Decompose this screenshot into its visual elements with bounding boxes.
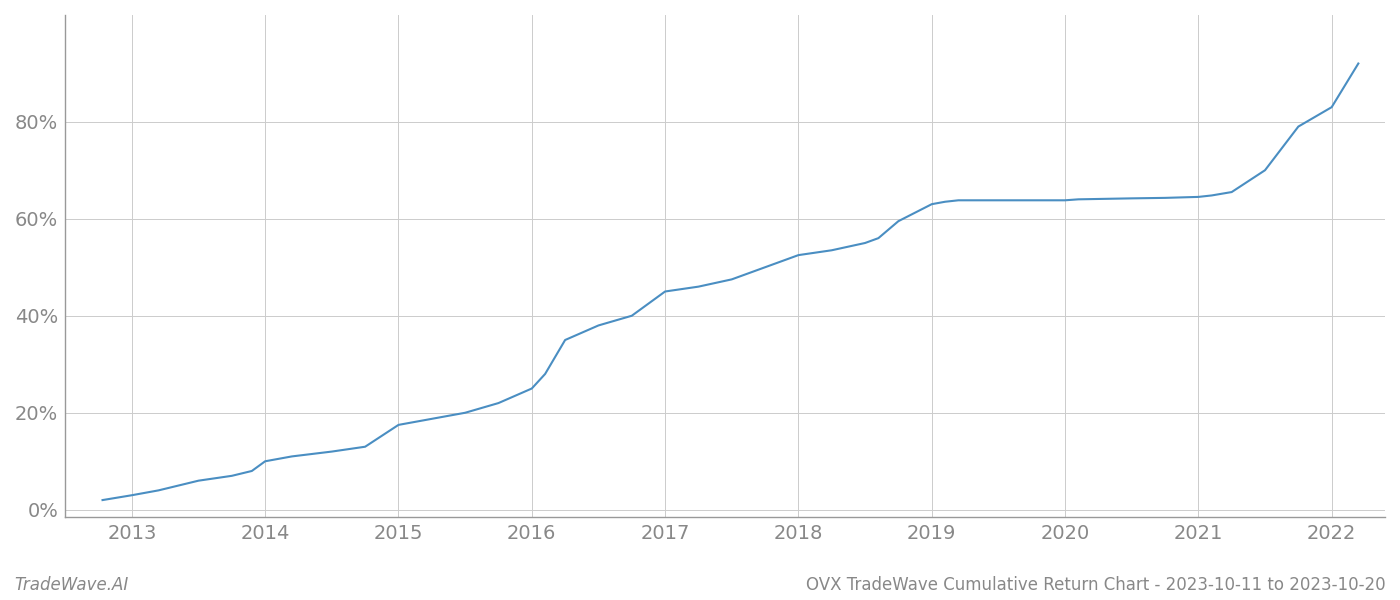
Text: OVX TradeWave Cumulative Return Chart - 2023-10-11 to 2023-10-20: OVX TradeWave Cumulative Return Chart - …: [806, 576, 1386, 594]
Text: TradeWave.AI: TradeWave.AI: [14, 576, 129, 594]
